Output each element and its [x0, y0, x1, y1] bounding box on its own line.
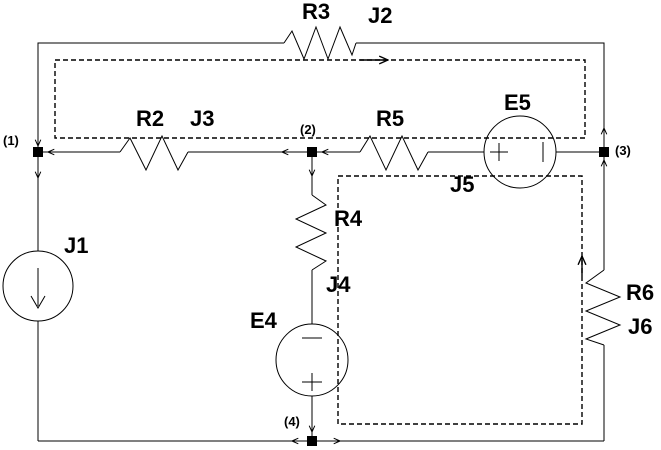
current-source-j1 — [2, 250, 74, 322]
branch-r5-e5-wire — [312, 134, 604, 172]
label-j4: J4 — [326, 272, 351, 297]
label-node-2: (2) — [300, 122, 316, 137]
label-node-4: (4) — [284, 414, 300, 429]
node-1 — [33, 147, 43, 157]
resistor-r4 — [294, 194, 328, 271]
resistor-r6 — [584, 269, 622, 346]
branch-r6-wire — [312, 152, 622, 442]
voltage-source-e4 — [275, 323, 349, 397]
label-j5: J5 — [450, 172, 474, 197]
resistor-r5 — [359, 134, 429, 172]
loop-current-bottom — [337, 175, 582, 425]
branch-r4-e4-wire — [294, 152, 328, 441]
label-e5: E5 — [504, 90, 531, 115]
label-j1: J1 — [64, 233, 88, 258]
branch-r2-wire — [38, 134, 312, 172]
resistor-r3 — [283, 25, 357, 61]
label-j3: J3 — [190, 106, 214, 131]
label-r4: R4 — [334, 206, 363, 231]
label-node-1: (1) — [3, 133, 19, 148]
label-r6: R6 — [626, 280, 654, 305]
label-r2: R2 — [136, 106, 164, 131]
node-2 — [307, 147, 317, 157]
branch-j1-wire — [37, 152, 312, 442]
label-j2: J2 — [368, 3, 392, 28]
loop-current-top — [54, 60, 586, 139]
label-node-3: (3) — [615, 143, 631, 158]
node-4 — [307, 436, 317, 446]
label-j6: J6 — [628, 314, 652, 339]
top-branch-wire — [37, 25, 605, 152]
voltage-source-e5 — [483, 115, 557, 189]
label-e4: E4 — [250, 308, 278, 333]
label-r5: R5 — [376, 106, 404, 131]
node-3 — [599, 147, 609, 157]
branch-current-arrows — [38, 128, 604, 441]
label-r3: R3 — [302, 0, 330, 24]
resistor-r2 — [119, 134, 189, 172]
